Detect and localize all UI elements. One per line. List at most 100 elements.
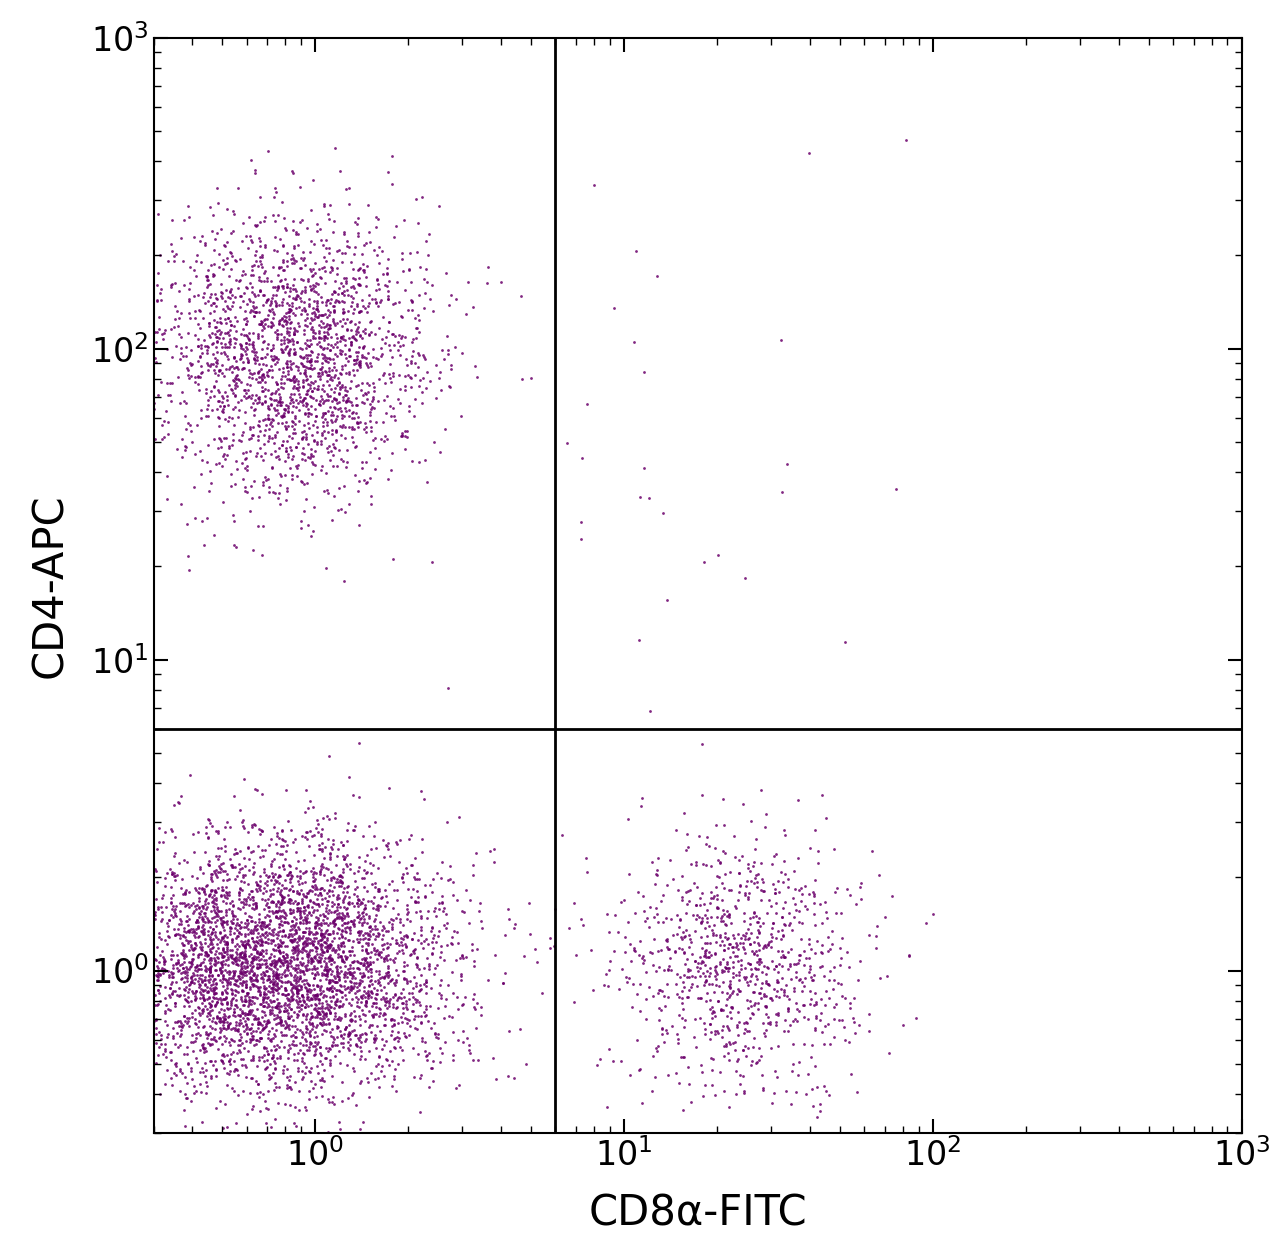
Point [237, 326, 257, 346]
Point [210, 1010, 230, 1030]
Point [311, 456, 332, 476]
Point [266, 903, 287, 923]
Point [218, 1000, 238, 1020]
Point [174, 918, 195, 938]
Point [294, 364, 315, 384]
Point [319, 972, 339, 992]
Point [701, 997, 722, 1017]
Point [332, 832, 352, 852]
Point [234, 964, 255, 985]
Point [362, 1015, 383, 1035]
Point [605, 905, 626, 925]
Point [282, 876, 302, 896]
Point [250, 230, 270, 251]
Point [170, 1026, 191, 1046]
Point [256, 943, 276, 963]
Point [390, 306, 411, 326]
Point [317, 890, 338, 910]
Point [253, 949, 274, 969]
Point [253, 982, 274, 1002]
Point [369, 881, 389, 901]
Point [216, 889, 237, 909]
Point [389, 393, 410, 413]
Point [253, 976, 274, 996]
Point [274, 365, 294, 385]
Point [296, 910, 316, 930]
Point [374, 1035, 394, 1055]
Point [230, 390, 251, 410]
Point [230, 249, 251, 269]
Point [786, 967, 806, 987]
Point [324, 301, 344, 321]
Point [252, 370, 273, 390]
Point [224, 1050, 244, 1070]
Point [316, 384, 337, 404]
Point [180, 422, 201, 442]
Point [314, 1013, 334, 1034]
Point [334, 313, 355, 334]
Point [710, 925, 731, 946]
Point [667, 1024, 687, 1044]
Point [333, 405, 353, 426]
Point [229, 899, 250, 919]
Point [334, 913, 355, 933]
Point [229, 841, 250, 861]
Point [348, 905, 369, 925]
Point [238, 387, 259, 407]
Point [763, 874, 783, 894]
Point [735, 943, 755, 963]
Point [248, 329, 269, 349]
Point [655, 1020, 676, 1040]
Point [280, 312, 301, 332]
Point [259, 918, 279, 938]
Point [182, 922, 202, 942]
Point [163, 958, 183, 978]
Point [312, 1010, 333, 1030]
Point [282, 415, 302, 436]
Point [302, 1006, 323, 1026]
Point [305, 932, 325, 952]
Point [288, 380, 308, 400]
Point [221, 246, 242, 266]
Point [334, 850, 355, 870]
Point [700, 906, 721, 927]
Point [229, 1005, 250, 1025]
Point [297, 954, 317, 974]
Point [266, 906, 287, 927]
Point [338, 346, 358, 366]
Point [708, 991, 728, 1011]
Point [275, 442, 296, 462]
Point [355, 928, 375, 948]
Point [193, 903, 214, 923]
Point [252, 339, 273, 359]
Point [239, 206, 260, 227]
Point [175, 437, 196, 457]
Point [284, 251, 305, 271]
Point [264, 390, 284, 410]
Point [300, 1024, 320, 1044]
Point [242, 487, 262, 507]
Point [334, 1006, 355, 1026]
Point [335, 962, 356, 982]
Point [270, 891, 291, 912]
Point [351, 953, 371, 973]
Point [356, 957, 376, 977]
Point [332, 417, 352, 437]
Point [201, 957, 221, 977]
Point [296, 961, 316, 981]
Point [319, 305, 339, 325]
Point [229, 914, 250, 934]
Point [219, 266, 239, 286]
Point [329, 866, 349, 886]
Point [244, 347, 265, 368]
Point [288, 384, 308, 404]
Point [316, 351, 337, 371]
Point [430, 974, 451, 995]
Point [714, 864, 735, 884]
Point [257, 361, 278, 381]
Point [146, 1019, 166, 1039]
Point [324, 313, 344, 334]
Point [358, 906, 379, 927]
Point [296, 885, 316, 905]
Point [283, 373, 303, 393]
